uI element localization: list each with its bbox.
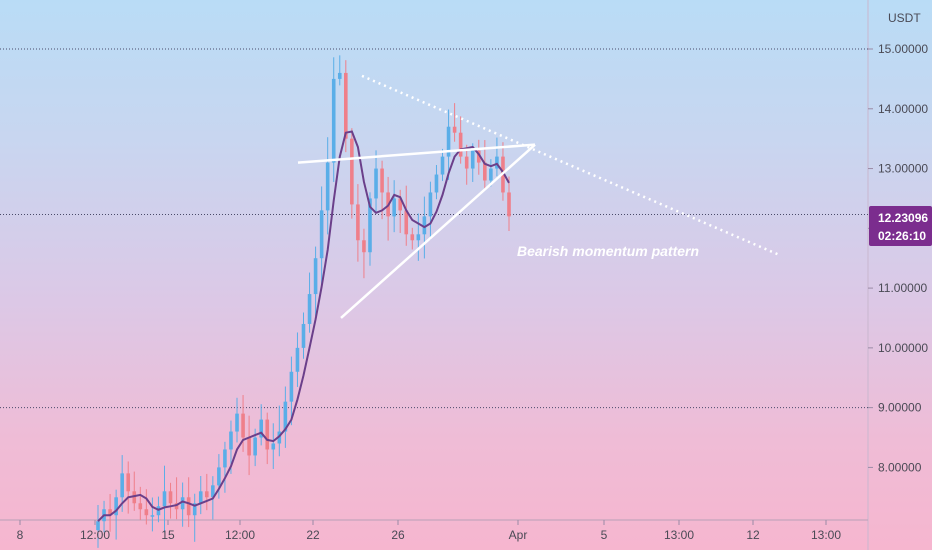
time-tick-label: 12 bbox=[746, 528, 760, 542]
time-tick-label: 22 bbox=[306, 528, 320, 542]
candle-body bbox=[174, 503, 179, 510]
candle-body bbox=[180, 497, 185, 510]
time-tick-label: 13:00 bbox=[664, 528, 694, 542]
candle-body bbox=[374, 168, 378, 199]
candle-body bbox=[392, 198, 396, 217]
candle-body bbox=[211, 485, 215, 498]
candle-body bbox=[235, 413, 239, 432]
candle-body bbox=[204, 491, 209, 498]
price-tick-label: 9.00000 bbox=[878, 401, 922, 415]
candle-body bbox=[301, 323, 306, 348]
upper-pattern-line bbox=[297, 143, 536, 164]
triangle-pattern bbox=[297, 74, 781, 319]
candle-body bbox=[410, 234, 415, 241]
candle-body bbox=[186, 497, 191, 516]
current-price-value: 12.23096 bbox=[878, 211, 928, 225]
candle-body bbox=[434, 174, 439, 193]
candle-body bbox=[368, 198, 372, 253]
lower-pattern-line bbox=[340, 143, 536, 319]
candle-body bbox=[168, 491, 173, 504]
candle-body bbox=[507, 192, 511, 217]
price-tick-label: 13.00000 bbox=[878, 162, 928, 176]
candle-body bbox=[289, 371, 294, 402]
dotted-levels bbox=[0, 48, 868, 409]
time-tick-label: 15 bbox=[161, 528, 175, 542]
time-tick-labels: 8 12:00 15 12:00 22 26 Apr 5 13:00 12 13:00 bbox=[17, 520, 841, 542]
candle-body bbox=[476, 150, 481, 163]
candle-body bbox=[350, 138, 354, 205]
candle-body bbox=[337, 72, 342, 79]
candle-body bbox=[331, 78, 336, 163]
price-tick-labels: 8.000009.0000010.0000011.0000012.0000013… bbox=[868, 42, 928, 474]
candle-body bbox=[271, 443, 276, 450]
time-tick-label: 13:00 bbox=[811, 528, 841, 542]
candle-body bbox=[144, 509, 149, 516]
candle-body bbox=[307, 294, 312, 324]
candle-body bbox=[96, 521, 100, 531]
candle-body bbox=[247, 437, 251, 456]
candle-body bbox=[458, 132, 463, 157]
pattern-annotation: Bearish momentum pattern bbox=[517, 243, 699, 259]
candle-body bbox=[241, 413, 245, 438]
candle-body bbox=[452, 126, 457, 133]
price-tick-label: 8.00000 bbox=[878, 460, 922, 474]
candle-body bbox=[192, 503, 197, 516]
candle-body bbox=[259, 419, 263, 438]
candles bbox=[96, 55, 511, 548]
time-tick-label: 5 bbox=[601, 528, 608, 542]
candle-body bbox=[162, 491, 167, 507]
candle-body bbox=[313, 258, 318, 295]
candle-body bbox=[265, 419, 270, 450]
time-tick-label: 12:00 bbox=[225, 528, 255, 542]
candle-body bbox=[422, 216, 427, 235]
candle-body bbox=[495, 156, 499, 169]
moving-average bbox=[97, 130, 510, 522]
ma-line bbox=[97, 130, 510, 522]
dotted-resistance-line bbox=[361, 74, 781, 257]
time-tick-label: 8 bbox=[17, 528, 24, 542]
candle-body bbox=[464, 156, 469, 169]
candle-body bbox=[470, 150, 475, 169]
candle-body bbox=[108, 509, 112, 516]
candle-body bbox=[325, 162, 330, 211]
candle-body bbox=[295, 347, 300, 372]
price-tick-label: 14.00000 bbox=[878, 102, 928, 116]
candle-body bbox=[253, 437, 257, 456]
candle-body bbox=[489, 168, 493, 181]
candle-body bbox=[344, 72, 348, 139]
candle-body bbox=[150, 515, 155, 517]
candle-body bbox=[126, 473, 131, 492]
candle-body bbox=[217, 467, 221, 486]
candle-body bbox=[428, 192, 433, 217]
current-price-badge: 12.23096 02:26:10 bbox=[869, 206, 932, 246]
candle-body bbox=[138, 503, 143, 510]
candle-body bbox=[362, 240, 366, 253]
candle-body bbox=[120, 473, 124, 498]
price-countdown: 02:26:10 bbox=[878, 229, 926, 243]
candle-body bbox=[356, 204, 360, 241]
candle-body bbox=[404, 210, 409, 235]
time-tick-label: 26 bbox=[391, 528, 405, 542]
currency-label: USDT bbox=[888, 11, 921, 25]
candle-body bbox=[132, 491, 137, 504]
price-tick-label: 10.00000 bbox=[878, 341, 928, 355]
price-tick-label: 11.00000 bbox=[878, 281, 927, 295]
candle-body bbox=[114, 497, 118, 516]
candle-body bbox=[223, 449, 227, 468]
candle-body bbox=[319, 210, 324, 259]
candle-body bbox=[283, 401, 288, 432]
candle-body bbox=[380, 168, 384, 193]
candle-body bbox=[398, 198, 403, 211]
candle-body bbox=[440, 156, 445, 175]
candle-body bbox=[446, 126, 451, 157]
candle-body bbox=[416, 234, 421, 241]
time-tick-label: 12:00 bbox=[80, 528, 110, 542]
candle-body bbox=[198, 491, 203, 504]
candle-body bbox=[229, 431, 233, 450]
time-tick-label: Apr bbox=[509, 528, 528, 542]
price-tick-label: 15.00000 bbox=[878, 42, 928, 56]
candle-body bbox=[483, 162, 487, 181]
